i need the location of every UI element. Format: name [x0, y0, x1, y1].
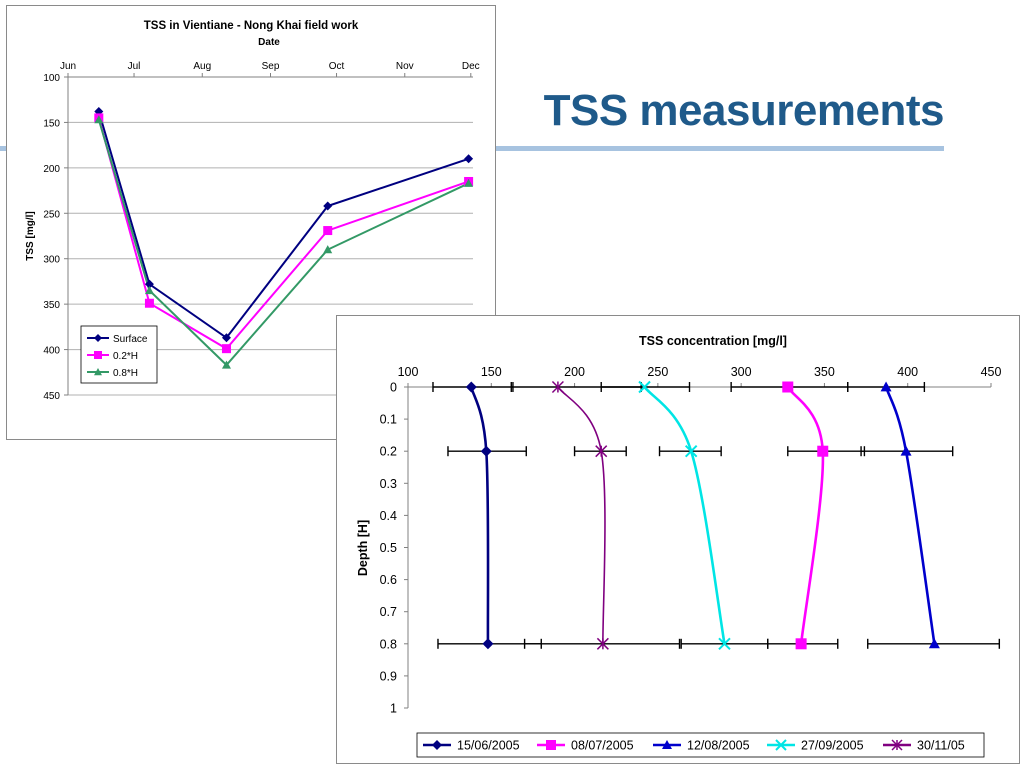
chart2-point-1-3 — [482, 638, 494, 650]
slide-title: TSS measurements — [543, 86, 945, 135]
chart1-xlabel: Date — [258, 37, 280, 48]
chart1-xtick-label: Jul — [128, 61, 141, 72]
chart2-legend-marker-stroke-b — [775, 739, 787, 751]
chart2-point-3-1 — [880, 381, 892, 392]
chart1-legend-marker — [94, 351, 102, 359]
chart2-xtick-label: 300 — [731, 365, 752, 379]
chart2-xtick-label: 250 — [647, 365, 668, 379]
tss-depth-chart-svg: TSS concentration [mg/l] Depth [H] 100 150 2… — [356, 334, 1002, 758]
chart2-ytick-label: 1 — [390, 702, 397, 716]
chart2-series-line-4 — [643, 386, 726, 645]
chart2-series-line-3 — [884, 386, 936, 644]
chart2-ytick-label: 0.4 — [380, 509, 397, 523]
chart1-point-2-3 — [221, 344, 231, 354]
chart2-ytick-label: 0.1 — [380, 413, 397, 427]
chart1-point-3-1 — [94, 115, 104, 124]
chart2-point-2-1 — [782, 381, 794, 393]
chart1-legend-marker — [94, 334, 102, 342]
chart2-series-line-1 — [470, 386, 490, 644]
chart1-xtick-label: Jun — [60, 61, 76, 72]
chart2-legend-label: 30/11/05 — [917, 739, 965, 753]
chart1-legend-label: 0.8*H — [113, 368, 138, 379]
chart1-ytick-label: 350 — [43, 300, 60, 311]
chart2-legend-marker — [432, 740, 442, 750]
chart1-xtick-label: Oct — [329, 61, 345, 72]
chart1-point-3-3 — [221, 360, 231, 369]
chart2-series-line-5 — [557, 386, 606, 644]
chart2-legend-label: 12/08/2005 — [687, 739, 750, 753]
chart2-xtick-label: 200 — [564, 365, 585, 379]
chart2-point-4-1-stroke-b — [638, 380, 651, 394]
chart2-point-5-2 — [595, 445, 608, 458]
chart1-point-1-3 — [221, 333, 231, 343]
chart1-ytick-label: 300 — [43, 255, 60, 266]
chart2-legend-label: 15/06/2005 — [457, 739, 520, 753]
chart1-point-2-2 — [144, 298, 154, 308]
chart2-title: TSS concentration [mg/l] — [639, 334, 787, 348]
chart2-point-4-3-stroke-b — [718, 637, 731, 651]
chart1-xtick-label: Nov — [396, 61, 414, 72]
chart2-point-4-3 — [718, 637, 731, 651]
chart1-legend: Surface 0.2*H 0.8*H — [80, 325, 158, 384]
chart2-ytick-label: 0.7 — [380, 605, 397, 619]
chart2-legend-label: 08/07/2005 — [571, 739, 634, 753]
chart2-point-3-3 — [928, 638, 940, 649]
chart2-point-5-1 — [551, 380, 564, 394]
chart1-point-1-4 — [323, 201, 333, 211]
chart1-legend-label: 0.2*H — [113, 351, 138, 362]
chart2-point-2-2 — [817, 445, 829, 457]
chart1-xtick-label: Dec — [462, 61, 480, 72]
chart2-point-3-2 — [900, 445, 912, 456]
chart1-legend-label: Surface — [113, 334, 148, 345]
chart1-point-3-2 — [144, 286, 154, 295]
chart2-ytick-label: 0.6 — [380, 573, 397, 587]
chart1-title: TSS in Vientiane - Nong Khai field work — [144, 20, 359, 32]
chart2-ylabel: Depth [H] — [356, 520, 370, 576]
chart2-legend-marker — [662, 740, 672, 749]
chart2-point-1-2 — [480, 445, 492, 457]
chart1-xtick-label: Aug — [193, 61, 211, 72]
chart2-ytick-label: 0.9 — [380, 669, 397, 683]
chart2-point-2-3 — [795, 638, 807, 650]
chart1-point-2-4 — [323, 226, 333, 236]
chart2-xtick-label: 450 — [981, 365, 1002, 379]
chart1-point-3-4 — [323, 245, 333, 254]
chart1-ylabel: TSS [mg/l] — [25, 211, 36, 260]
chart1-point-1-5 — [464, 154, 474, 164]
chart1-legend-marker — [94, 368, 102, 376]
tss-depth-chart: TSS concentration [mg/l] Depth [H] 100 150 2… — [336, 315, 1020, 764]
chart1-ytick-label: 450 — [43, 391, 60, 402]
chart2-point-1-1 — [465, 381, 477, 393]
chart2-xtick-label: 150 — [481, 365, 502, 379]
chart2-legend: 15/06/2005 08/07/2005 12/08/2005 27/09/2005… — [416, 732, 985, 758]
chart2-ytick-label: 0 — [390, 381, 397, 395]
chart1-ytick-label: 150 — [43, 118, 60, 129]
chart2-xtick-label: 350 — [814, 365, 835, 379]
chart2-ytick-label: 0.5 — [380, 541, 397, 555]
chart1-ytick-label: 100 — [43, 73, 60, 84]
chart2-legend-label: 27/09/2005 — [801, 739, 864, 753]
chart2-ytick-label: 0.2 — [380, 445, 397, 459]
chart1-point-3-5 — [464, 178, 474, 187]
chart2-ytick-label: 0.8 — [380, 637, 397, 651]
chart2-xtick-label: 100 — [398, 365, 419, 379]
chart1-xtick-label: Sep — [262, 61, 280, 72]
chart2-legend-marker — [775, 739, 787, 751]
chart2-legend-marker — [546, 740, 556, 750]
chart2-series-line-2 — [786, 386, 825, 644]
chart2-errorbar-5-1 — [510, 382, 642, 392]
chart2-point-4-2 — [684, 444, 698, 458]
chart1-ytick-label: 200 — [43, 164, 60, 175]
chart2-xtick-label: 400 — [897, 365, 918, 379]
chart1-ytick-label: 400 — [43, 346, 60, 357]
chart2-point-5-3 — [596, 637, 609, 650]
chart2-point-4-1 — [638, 380, 651, 394]
chart1-ytick-label: 250 — [43, 209, 60, 220]
chart2-point-4-2-stroke-b — [684, 444, 698, 458]
chart2-ytick-label: 0.3 — [380, 477, 397, 491]
chart1-point-1-2 — [144, 279, 154, 289]
chart2-legend-marker — [891, 739, 903, 751]
